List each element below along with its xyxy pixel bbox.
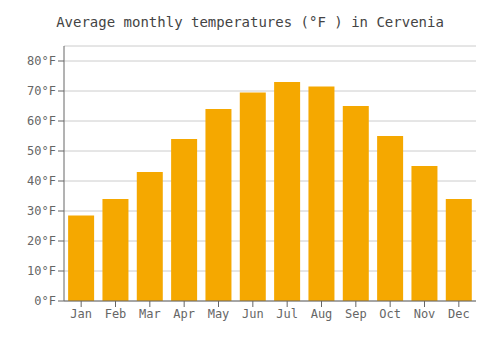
- svg-text:Oct: Oct: [379, 307, 401, 321]
- svg-text:80°F: 80°F: [27, 54, 56, 68]
- svg-text:Nov: Nov: [414, 307, 436, 321]
- svg-text:60°F: 60°F: [27, 114, 56, 128]
- svg-text:Feb: Feb: [105, 307, 127, 321]
- svg-text:10°F: 10°F: [27, 264, 56, 278]
- svg-text:Jan: Jan: [70, 307, 92, 321]
- svg-text:70°F: 70°F: [27, 84, 56, 98]
- svg-text:Aug: Aug: [311, 307, 333, 321]
- html-text:Average monthly temperatures (: Average monthly temperatures (°F ) in Ce…: [56, 14, 444, 30]
- svg-text:40°F: 40°F: [27, 174, 56, 188]
- svg-text:30°F: 30°F: [27, 204, 56, 218]
- svg-text:0°F: 0°F: [34, 294, 56, 308]
- svg-text:Jun: Jun: [242, 307, 264, 321]
- svg-text:50°F: 50°F: [27, 144, 56, 158]
- svg-text:Dec: Dec: [448, 307, 470, 321]
- svg-text:20°F: 20°F: [27, 234, 56, 248]
- svg-text:Mar: Mar: [139, 307, 161, 321]
- svg-text:Sep: Sep: [345, 307, 367, 321]
- svg-text:Jul: Jul: [276, 307, 298, 321]
- svg-text:May: May: [208, 307, 230, 321]
- svg-text:Apr: Apr: [173, 307, 195, 321]
